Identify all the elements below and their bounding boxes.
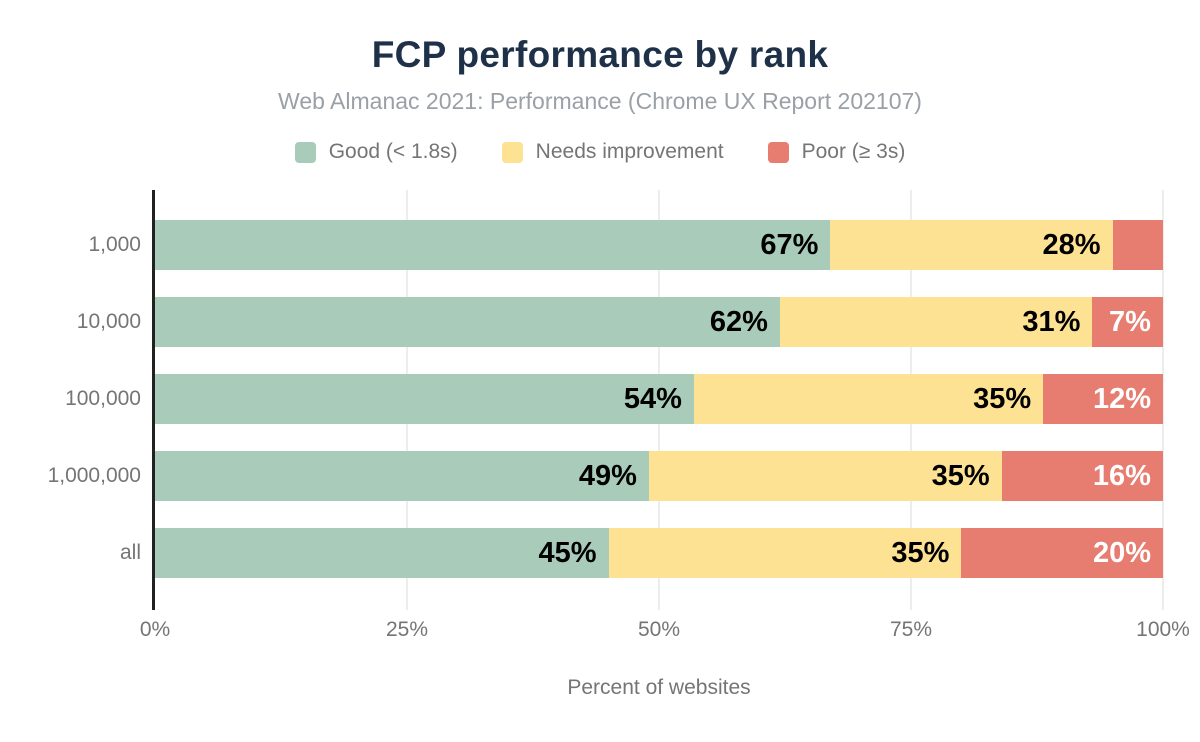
bar-value-label: 16% xyxy=(1092,459,1151,492)
bar-segment-needs-improvement: 35% xyxy=(693,374,1044,424)
bar-value-label: 67% xyxy=(760,228,819,261)
bar-value-label: 28% xyxy=(1042,228,1101,261)
legend-item-poor[interactable]: Poor (≥ 3s) xyxy=(767,140,906,164)
bar-value-label: 35% xyxy=(931,459,990,492)
bar-row-100-000: 54% 35% 12% xyxy=(155,374,1164,424)
x-axis-tick-75: 75% xyxy=(889,618,933,641)
legend-swatch-poor xyxy=(767,141,789,163)
bar-row-1-000-000: 49% 35% 16% xyxy=(155,451,1163,501)
legend-label-poor: Poor (≥ 3s) xyxy=(801,140,906,163)
bar-segment-good: 62% xyxy=(155,297,780,347)
bar-segment-poor: 7% xyxy=(1092,297,1163,347)
bar-value-label: 62% xyxy=(709,305,768,338)
chart-subtitle: Web Almanac 2021: Performance (Chrome UX… xyxy=(278,88,922,114)
legend-swatch-needs-improvement xyxy=(501,141,523,163)
chart-title: FCP performance by rank xyxy=(371,34,829,75)
legend-swatch-good xyxy=(294,141,316,163)
legend-label-needs-improvement: Needs improvement xyxy=(535,140,724,163)
x-axis-title: Percent of websites xyxy=(567,676,751,699)
x-axis-tick-50: 50% xyxy=(637,618,681,641)
bar-segment-poor xyxy=(1112,220,1163,270)
bar-segment-poor: 16% xyxy=(1001,451,1163,501)
x-axis-tick-100: 100% xyxy=(1136,618,1190,641)
plot-area: 67% 28% 62% 31% 7% 54% 35% 12% 49% 35% 16% 45% 35% 20… xyxy=(152,190,1164,610)
legend: Good (< 1.8s) Needs improvement Poor (≥ 3s… xyxy=(0,140,1200,164)
bar-segment-good: 49% xyxy=(155,451,649,501)
bar-segment-poor: 12% xyxy=(1043,374,1164,424)
legend-item-good[interactable]: Good (< 1.8s) xyxy=(294,140,458,164)
legend-label-good: Good (< 1.8s) xyxy=(328,140,458,163)
bar-segment-needs-improvement: 28% xyxy=(830,220,1113,270)
bar-segment-good: 54% xyxy=(155,374,694,424)
y-axis-line xyxy=(152,190,155,610)
y-axis-label-1-000-000: 1,000,000 xyxy=(47,464,141,487)
legend-item-needs-improvement[interactable]: Needs improvement xyxy=(501,140,724,164)
bar-value-label: 31% xyxy=(1022,305,1081,338)
bar-row-1-000: 67% 28% xyxy=(155,220,1163,270)
bar-value-label: 54% xyxy=(623,382,682,415)
y-axis-label-100-000: 100,000 xyxy=(65,387,141,410)
bar-value-label: 35% xyxy=(891,536,950,569)
bar-segment-needs-improvement: 35% xyxy=(608,528,962,578)
bar-segment-good: 67% xyxy=(155,220,831,270)
bar-segment-needs-improvement: 31% xyxy=(779,297,1093,347)
bar-segment-poor: 20% xyxy=(961,528,1163,578)
bar-value-label: 12% xyxy=(1092,382,1152,415)
bar-segment-needs-improvement: 35% xyxy=(648,451,1002,501)
bar-row-10-000: 62% 31% 7% xyxy=(155,297,1163,347)
bar-value-label: 35% xyxy=(973,382,1032,415)
y-axis-label-10-000: 10,000 xyxy=(76,310,141,333)
bar-value-label: 7% xyxy=(1109,305,1151,338)
y-axis-label-1-000: 1,000 xyxy=(88,233,141,256)
bar-value-label: 49% xyxy=(578,459,637,492)
x-axis-tick-0: 0% xyxy=(139,618,171,641)
y-axis-label-all: all xyxy=(119,541,141,564)
bar-segment-good: 45% xyxy=(155,528,609,578)
bar-value-label: 45% xyxy=(538,536,597,569)
bar-value-label: 20% xyxy=(1092,536,1151,569)
x-axis-tick-25: 25% xyxy=(385,618,429,641)
bar-row-all: 45% 35% 20% xyxy=(155,528,1163,578)
